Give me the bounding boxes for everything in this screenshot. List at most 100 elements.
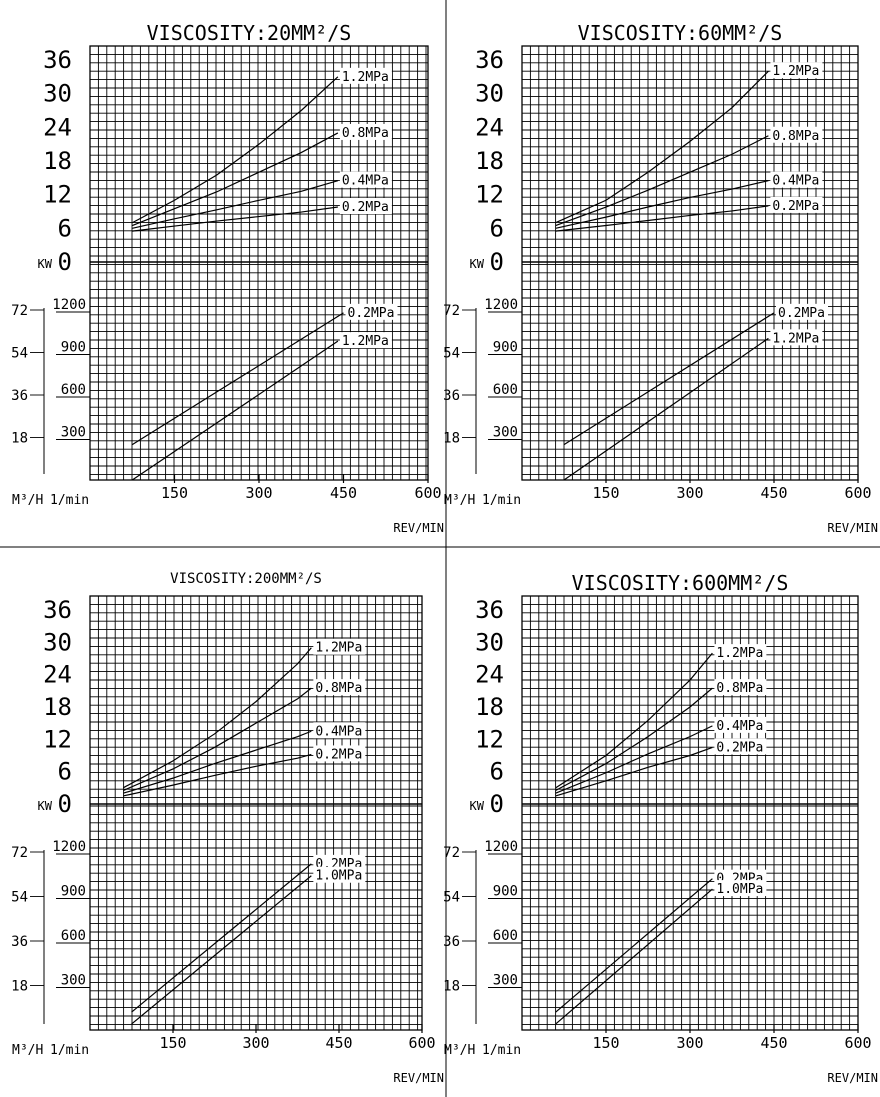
m3h-tick-label: 54: [443, 346, 460, 362]
m3h-tick-label: 72: [443, 303, 460, 319]
series-label: 0.4MPa: [342, 174, 389, 189]
x-tick-label: 600: [844, 484, 871, 502]
series-line-power_series-2: [132, 180, 339, 229]
power-tick-label: 30: [43, 80, 72, 108]
chart-title: VISCOSITY:60MM²/S: [578, 21, 783, 45]
x-tick-label: 450: [760, 1034, 787, 1052]
power-tick-label: 12: [475, 725, 504, 753]
grid: [89, 595, 422, 1030]
chart-title: VISCOSITY:20MM²/S: [147, 21, 352, 45]
power-tick-label: 12: [43, 181, 72, 209]
m3h-tick-label: 36: [11, 934, 28, 950]
x-tick-label: 300: [676, 484, 703, 502]
power-tick-label: 6: [490, 758, 504, 786]
series-label: 0.2MPa: [348, 306, 395, 321]
m3h-tick-label: 36: [11, 388, 28, 404]
series-line-power_series-2: [555, 725, 713, 794]
power-tick-label: 24: [43, 661, 72, 689]
series-label-background: [339, 198, 392, 215]
m3h-tick-label: 54: [11, 890, 28, 906]
series-label-background: [714, 738, 767, 755]
m3h-tick-label: 54: [443, 890, 460, 906]
series-label: 0.8MPa: [315, 681, 362, 696]
series-label-background: [313, 866, 366, 883]
m3h-tick-label: 54: [11, 346, 28, 362]
series-label-background: [714, 880, 767, 897]
series-line-power_series-3: [555, 746, 713, 797]
series-line-power_series-0: [555, 652, 713, 789]
m3h-tick-label: 36: [443, 934, 460, 950]
kw-unit-label: KW: [470, 799, 485, 813]
series-label: 0.2MPa: [778, 306, 825, 321]
power-tick-label: 30: [43, 628, 72, 656]
flow-curves: 0.2MPa 1.2MPa: [131, 303, 398, 481]
power-tick-label: 0: [58, 790, 72, 818]
power-tick-label: 30: [475, 628, 504, 656]
series-line-flow_series-0: [131, 312, 344, 446]
power-tick-label: 24: [475, 661, 504, 689]
power-curves: 1.2MPa 0.8MPa 0.4MPa 0.2MPa: [555, 62, 823, 232]
series-line-flow_series-0: [555, 878, 713, 1013]
flow-unit-label: M³/H: [12, 493, 43, 508]
x-axis-unit-label: REV/MIN: [393, 1071, 444, 1085]
series-label: 1.2MPa: [342, 334, 389, 349]
lpm-tick-label: 900: [493, 340, 518, 356]
series-label: 0.2MPa: [342, 200, 389, 215]
x-tick-label: 450: [325, 1034, 352, 1052]
lpm-tick-label: 600: [493, 928, 518, 944]
series-line-power_series-2: [123, 730, 312, 794]
m3h-tick-label: 18: [443, 979, 460, 995]
series-label: 1.2MPa: [772, 64, 819, 79]
series-label-background: [770, 126, 823, 143]
power-tick-label: 24: [43, 113, 72, 141]
m3h-tick-label: 36: [443, 388, 460, 404]
lpm-tick-label: 300: [493, 425, 518, 441]
flow-unit-label: M³/H: [12, 1043, 43, 1058]
power-tick-label: 6: [490, 214, 504, 242]
plot-frame: [89, 595, 423, 1031]
power-tick-label: 0: [490, 790, 504, 818]
x-tick-label: 150: [592, 1034, 619, 1052]
series-line-power_series-1: [122, 687, 312, 792]
power-tick-label: 18: [475, 693, 504, 721]
series-label-background: [313, 679, 366, 696]
series-label: 0.8MPa: [342, 126, 389, 141]
series-line-flow_series-0: [131, 863, 312, 1013]
power-tick-label: 0: [58, 248, 72, 276]
grid: [521, 45, 859, 480]
m3h-tick-label: 18: [443, 431, 460, 447]
series-label: 0.4MPa: [716, 719, 763, 734]
lpm-unit-label: 1/min: [50, 493, 89, 508]
series-label-background: [339, 332, 392, 349]
x-tick-label: 600: [844, 1034, 871, 1052]
series-label: 0.8MPa: [716, 681, 763, 696]
series-label: 1.0MPa: [315, 869, 362, 884]
series-label-background: [339, 67, 392, 84]
x-axis-unit-label: REV/MIN: [827, 521, 878, 535]
series-label-background: [770, 171, 823, 188]
series-line-power_series-3: [132, 206, 338, 232]
lpm-tick-label: 600: [61, 382, 86, 398]
x-tick-label: 300: [245, 484, 272, 502]
m3h-tick-label: 18: [11, 431, 28, 447]
series-label-background: [770, 62, 823, 79]
kw-unit-label: KW: [470, 257, 485, 271]
m3h-tick-label: 72: [443, 845, 460, 861]
series-line-flow_series-0: [563, 312, 775, 446]
flow-unit-label: M³/H: [444, 493, 475, 508]
m3h-tick-label: 72: [11, 845, 28, 861]
x-axis-unit-label: REV/MIN: [393, 521, 444, 535]
x-tick-label: 450: [760, 484, 787, 502]
series-label-background: [339, 123, 392, 140]
series-line-power_series-3: [123, 753, 312, 797]
series-label-background: [714, 644, 767, 661]
series-label-background: [345, 303, 398, 320]
x-tick-label: 450: [330, 484, 357, 502]
series-line-flow_series-1: [563, 337, 769, 481]
series-label: 0.2MPa: [315, 747, 362, 762]
lpm-unit-label: 1/min: [482, 1043, 521, 1058]
lpm-tick-label: 300: [493, 973, 518, 989]
x-tick-label: 150: [161, 484, 188, 502]
power-tick-label: 18: [475, 147, 504, 175]
